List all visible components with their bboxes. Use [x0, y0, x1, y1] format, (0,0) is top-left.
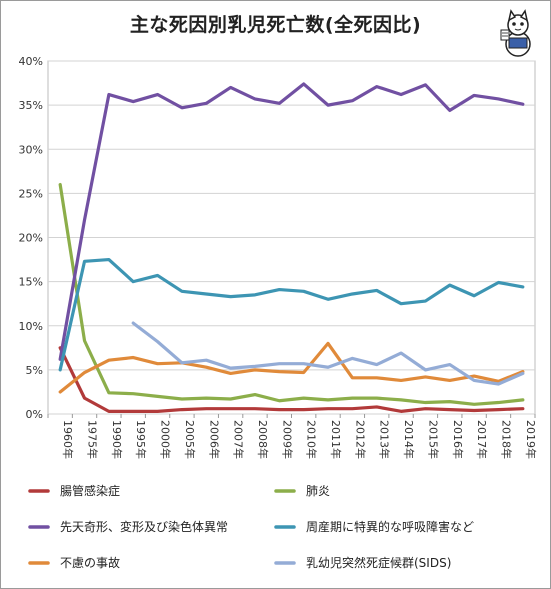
- y-tick-label: 20%: [19, 232, 43, 245]
- x-tick-label: 1990年: [110, 420, 124, 459]
- series-line-0: [58, 346, 525, 413]
- x-tick-label: 2018年: [499, 420, 513, 459]
- series-line-1: [58, 182, 525, 406]
- x-tick-label: 2016年: [451, 420, 465, 459]
- legend-label: 腸管感染症: [60, 483, 120, 498]
- y-tick-label: 10%: [19, 320, 43, 333]
- x-tick-label: 2007年: [232, 420, 246, 459]
- x-tick-label: 2014年: [402, 420, 416, 459]
- legend-label: 肺炎: [306, 484, 330, 498]
- legend-label: 不慮の事故: [60, 555, 120, 570]
- y-tick-label: 5%: [26, 364, 43, 377]
- x-tick-label: 2011年: [329, 420, 343, 459]
- x-tick-label: 1995年: [134, 420, 148, 459]
- x-tick-label: 2008年: [256, 420, 270, 459]
- x-tick-label: 2017年: [475, 420, 489, 459]
- legend-label: 乳幼児突然死症候群(SIDS): [306, 555, 451, 570]
- y-tick-label: 0%: [26, 408, 43, 421]
- y-tick-label: 15%: [19, 276, 43, 289]
- x-tick-label: 2019年: [524, 420, 538, 459]
- y-tick-label: 30%: [19, 143, 43, 156]
- legend-label: 周産期に特異的な呼吸障害など: [306, 519, 474, 534]
- series-line-4: [58, 341, 525, 394]
- y-tick-label: 25%: [19, 187, 43, 200]
- x-tick-label: 2009年: [280, 420, 294, 459]
- x-tick-label: 2006年: [207, 420, 221, 459]
- y-tick-label: 40%: [19, 55, 43, 68]
- x-tick-label: 2015年: [426, 420, 440, 459]
- series-line-5: [131, 321, 525, 386]
- x-tick-label: 2013年: [378, 420, 392, 459]
- series-line-3: [58, 257, 525, 372]
- x-tick-label: 2000年: [159, 420, 173, 459]
- x-tick-label: 2005年: [183, 420, 197, 459]
- y-tick-label: 35%: [19, 99, 43, 112]
- cat-mascot-icon: [500, 9, 531, 57]
- legend-label: 先天奇形、変形及び染色体異常: [60, 519, 228, 534]
- chart-title: 主な死因別乳児死亡数(全死因比): [129, 14, 422, 36]
- x-tick-label: 2010年: [305, 420, 319, 459]
- series-line-2: [58, 82, 525, 361]
- x-tick-label: 2012年: [353, 420, 367, 459]
- x-tick-label: 1960年: [61, 420, 75, 459]
- x-tick-label: 1975年: [86, 420, 100, 459]
